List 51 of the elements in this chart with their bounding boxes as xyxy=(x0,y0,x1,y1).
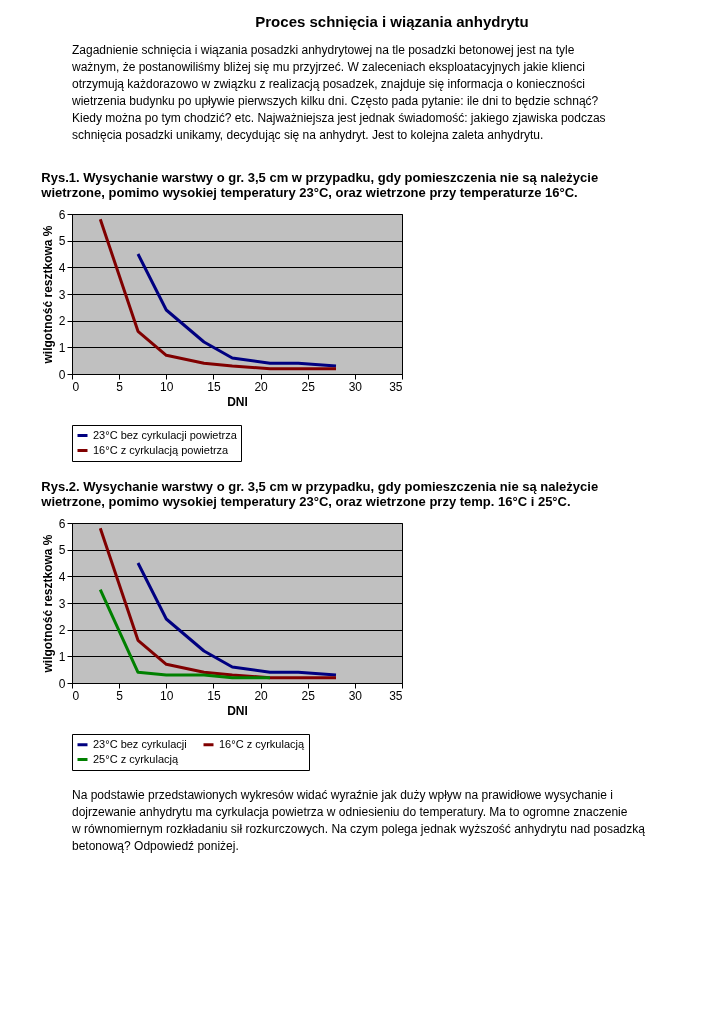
x-axis-title: DNI xyxy=(227,703,248,718)
line-series xyxy=(98,588,272,680)
y-tick-label: 1 xyxy=(58,649,66,664)
y-tick-label: 4 xyxy=(58,569,66,584)
x-axis-title: DNI xyxy=(227,394,248,409)
y-tick-label: 6 xyxy=(58,207,66,222)
x-tick-label: 25 xyxy=(301,379,316,394)
legend-label: 16°C z cyrkulacją powietrza xyxy=(93,443,230,456)
line-series xyxy=(98,526,338,680)
y-tick-label: 0 xyxy=(58,676,66,691)
text: Rys.1. Wysychanie warstwy o gr. 3,5 cm w przypadku, gdy pomieszczenia nie są należycie xyxy=(41,170,599,185)
line-series xyxy=(98,217,338,371)
x-tick-label: 10 xyxy=(160,688,174,703)
x-tick-label: 30 xyxy=(348,688,363,703)
line-series xyxy=(136,252,338,368)
x-tick-label: 5 xyxy=(116,688,124,703)
x-tick-label: 0 xyxy=(72,379,80,394)
y-tick-label: 1 xyxy=(58,340,66,355)
y-axis-title: wilgotność resztkowa % xyxy=(40,225,55,365)
y-tick-label: 5 xyxy=(58,234,66,249)
y-tick-label: 3 xyxy=(58,287,66,302)
text: Zagadnienie schnięcia i wiązania posadzki anhydrytowej na tle posadzki betonowej jest na tyle ważnym, że postanowiliśmy bliżej się mu przyjrzeć. W zaleceniach eksploatacyjnych jakie klienci otrzymują każdorazowo w związku z realizacją posadzek, znajduje się informacja o konieczności wietrzenia budynku po upływie pierwszych kilku dni. Często pada pytanie: ile dni to będzie schnąć? Kiedy można po tym chodzić? etc. Najważniejsza jest jednak świadomość: jakiego zjawiska podczas schnięcia posadzki unikamy, decydując się na anhydryt. Jest to kolejna zaleta anhydrytu. xyxy=(71,43,606,142)
y-axis-title: wilgotność resztkowa % xyxy=(40,534,55,674)
y-tick-label: 0 xyxy=(58,367,66,382)
x-tick-label: 35 xyxy=(389,688,403,703)
text: Na podstawie przedstawionych wykresów widać wyraźnie jak duży wpływ na prawidłowe wysychanie i dojrzewanie anhydrytu ma cyrkulacja powietrza w odniesieniu do temperatury. Ma to ogromne znaczenie w równomiernym rozkładaniu sił rozkurczowych. Na czym polega jednak wyższość anhydrytu nad posadzką betonową? Odpowiedź poniżej. xyxy=(71,788,646,853)
y-tick-label: 5 xyxy=(58,543,66,558)
y-tick-label: 3 xyxy=(58,596,66,611)
legend-label: 23°C bez cyrkulacji powietrza xyxy=(93,428,238,441)
text: Proces schnięcia i wiązania anhydrytu xyxy=(255,13,529,30)
x-tick-label: 30 xyxy=(348,379,363,394)
x-tick-label: 20 xyxy=(254,379,269,394)
x-tick-label: 35 xyxy=(389,379,403,394)
line-series xyxy=(136,561,338,677)
x-tick-label: 0 xyxy=(72,688,80,703)
x-tick-label: 25 xyxy=(301,688,316,703)
x-tick-label: 15 xyxy=(207,379,221,394)
legend-label: 23°C bez cyrkulacji xyxy=(93,737,187,750)
x-tick-label: 5 xyxy=(116,379,124,394)
y-tick-label: 6 xyxy=(58,516,66,531)
x-tick-label: 15 xyxy=(207,688,221,703)
y-tick-label: 2 xyxy=(58,314,66,329)
text: wietrzone, pomimo wysokiej temperatury 23°C, oraz wietrzone przy temperaturze 16°C. xyxy=(41,185,578,200)
x-tick-label: 20 xyxy=(254,688,269,703)
legend-label: 25°C z cyrkulacją xyxy=(93,752,179,765)
legend-label: 16°C z cyrkulacją xyxy=(219,737,305,750)
y-tick-label: 2 xyxy=(58,623,66,638)
y-tick-label: 4 xyxy=(58,260,66,275)
text: Rys.2. Wysychanie warstwy o gr. 3,5 cm w przypadku, gdy pomieszczenia nie są należycie xyxy=(41,479,599,494)
text: wietrzone, pomimo wysokiej temperatury 23°C, oraz wietrzone przy temp. 16°C i 25°C. xyxy=(41,494,571,509)
x-tick-label: 10 xyxy=(160,379,174,394)
